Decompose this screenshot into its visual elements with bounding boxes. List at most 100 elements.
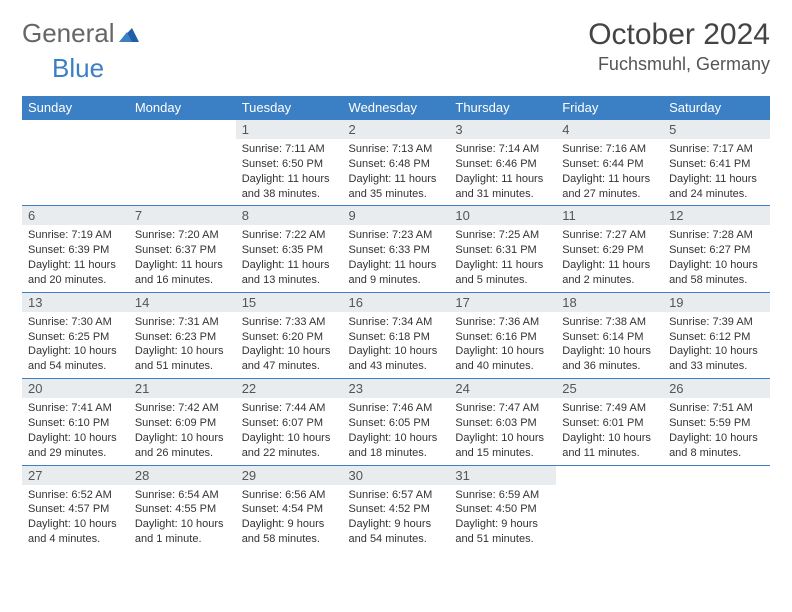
weekday-header: Monday xyxy=(129,96,236,120)
day-number: 17 xyxy=(449,293,556,312)
day-content: Sunrise: 7:34 AMSunset: 6:18 PMDaylight:… xyxy=(343,312,450,378)
day-number: 5 xyxy=(663,120,770,139)
location: Fuchsmuhl, Germany xyxy=(588,54,770,75)
logo-text-general: General xyxy=(22,18,115,49)
day-number: 24 xyxy=(449,379,556,398)
weekday-header: Thursday xyxy=(449,96,556,120)
calendar-cell: 3Sunrise: 7:14 AMSunset: 6:46 PMDaylight… xyxy=(449,120,556,206)
day-number: 18 xyxy=(556,293,663,312)
day-number: 4 xyxy=(556,120,663,139)
day-content: Sunrise: 6:57 AMSunset: 4:52 PMDaylight:… xyxy=(343,485,450,551)
calendar-cell: 29Sunrise: 6:56 AMSunset: 4:54 PMDayligh… xyxy=(236,465,343,551)
day-content: Sunrise: 7:14 AMSunset: 6:46 PMDaylight:… xyxy=(449,139,556,205)
day-content: Sunrise: 7:19 AMSunset: 6:39 PMDaylight:… xyxy=(22,225,129,291)
calendar-cell: 16Sunrise: 7:34 AMSunset: 6:18 PMDayligh… xyxy=(343,292,450,378)
calendar-cell: 28Sunrise: 6:54 AMSunset: 4:55 PMDayligh… xyxy=(129,465,236,551)
logo-triangle-icon xyxy=(119,26,139,44)
calendar-table: SundayMondayTuesdayWednesdayThursdayFrid… xyxy=(22,96,770,551)
calendar-cell: 10Sunrise: 7:25 AMSunset: 6:31 PMDayligh… xyxy=(449,206,556,292)
day-number: 16 xyxy=(343,293,450,312)
calendar-cell: 30Sunrise: 6:57 AMSunset: 4:52 PMDayligh… xyxy=(343,465,450,551)
calendar-cell: 27Sunrise: 6:52 AMSunset: 4:57 PMDayligh… xyxy=(22,465,129,551)
calendar-cell: 8Sunrise: 7:22 AMSunset: 6:35 PMDaylight… xyxy=(236,206,343,292)
day-content: Sunrise: 7:11 AMSunset: 6:50 PMDaylight:… xyxy=(236,139,343,205)
day-content: Sunrise: 7:47 AMSunset: 6:03 PMDaylight:… xyxy=(449,398,556,464)
day-number: 12 xyxy=(663,206,770,225)
day-content: Sunrise: 7:41 AMSunset: 6:10 PMDaylight:… xyxy=(22,398,129,464)
weekday-header: Friday xyxy=(556,96,663,120)
day-number: 21 xyxy=(129,379,236,398)
calendar-cell: 18Sunrise: 7:38 AMSunset: 6:14 PMDayligh… xyxy=(556,292,663,378)
day-number: 3 xyxy=(449,120,556,139)
day-content: Sunrise: 7:49 AMSunset: 6:01 PMDaylight:… xyxy=(556,398,663,464)
day-content: Sunrise: 6:52 AMSunset: 4:57 PMDaylight:… xyxy=(22,485,129,551)
calendar-cell: 22Sunrise: 7:44 AMSunset: 6:07 PMDayligh… xyxy=(236,379,343,465)
calendar-cell xyxy=(22,120,129,206)
day-number: 7 xyxy=(129,206,236,225)
day-number: 19 xyxy=(663,293,770,312)
day-content: Sunrise: 7:33 AMSunset: 6:20 PMDaylight:… xyxy=(236,312,343,378)
day-number: 11 xyxy=(556,206,663,225)
calendar-cell: 9Sunrise: 7:23 AMSunset: 6:33 PMDaylight… xyxy=(343,206,450,292)
day-number: 30 xyxy=(343,466,450,485)
day-number: 1 xyxy=(236,120,343,139)
calendar-cell: 13Sunrise: 7:30 AMSunset: 6:25 PMDayligh… xyxy=(22,292,129,378)
day-content: Sunrise: 7:51 AMSunset: 5:59 PMDaylight:… xyxy=(663,398,770,464)
weekday-header: Saturday xyxy=(663,96,770,120)
day-number: 8 xyxy=(236,206,343,225)
calendar-body: 1Sunrise: 7:11 AMSunset: 6:50 PMDaylight… xyxy=(22,120,770,552)
day-number: 31 xyxy=(449,466,556,485)
calendar-cell: 2Sunrise: 7:13 AMSunset: 6:48 PMDaylight… xyxy=(343,120,450,206)
day-content: Sunrise: 7:31 AMSunset: 6:23 PMDaylight:… xyxy=(129,312,236,378)
day-number: 6 xyxy=(22,206,129,225)
calendar-cell: 26Sunrise: 7:51 AMSunset: 5:59 PMDayligh… xyxy=(663,379,770,465)
calendar-cell: 25Sunrise: 7:49 AMSunset: 6:01 PMDayligh… xyxy=(556,379,663,465)
calendar-cell: 15Sunrise: 7:33 AMSunset: 6:20 PMDayligh… xyxy=(236,292,343,378)
calendar-cell: 19Sunrise: 7:39 AMSunset: 6:12 PMDayligh… xyxy=(663,292,770,378)
day-number: 22 xyxy=(236,379,343,398)
day-content: Sunrise: 7:36 AMSunset: 6:16 PMDaylight:… xyxy=(449,312,556,378)
weekday-header: Tuesday xyxy=(236,96,343,120)
logo-text-blue: Blue xyxy=(52,53,104,84)
calendar-cell: 17Sunrise: 7:36 AMSunset: 6:16 PMDayligh… xyxy=(449,292,556,378)
day-content: Sunrise: 6:54 AMSunset: 4:55 PMDaylight:… xyxy=(129,485,236,551)
calendar-cell xyxy=(663,465,770,551)
day-content: Sunrise: 7:28 AMSunset: 6:27 PMDaylight:… xyxy=(663,225,770,291)
calendar-cell: 7Sunrise: 7:20 AMSunset: 6:37 PMDaylight… xyxy=(129,206,236,292)
day-content: Sunrise: 7:16 AMSunset: 6:44 PMDaylight:… xyxy=(556,139,663,205)
calendar-cell: 6Sunrise: 7:19 AMSunset: 6:39 PMDaylight… xyxy=(22,206,129,292)
day-content: Sunrise: 6:56 AMSunset: 4:54 PMDaylight:… xyxy=(236,485,343,551)
day-number: 10 xyxy=(449,206,556,225)
calendar-cell: 11Sunrise: 7:27 AMSunset: 6:29 PMDayligh… xyxy=(556,206,663,292)
calendar-cell: 1Sunrise: 7:11 AMSunset: 6:50 PMDaylight… xyxy=(236,120,343,206)
calendar-cell: 14Sunrise: 7:31 AMSunset: 6:23 PMDayligh… xyxy=(129,292,236,378)
day-content: Sunrise: 7:25 AMSunset: 6:31 PMDaylight:… xyxy=(449,225,556,291)
day-number: 15 xyxy=(236,293,343,312)
calendar-cell xyxy=(556,465,663,551)
day-content: Sunrise: 7:27 AMSunset: 6:29 PMDaylight:… xyxy=(556,225,663,291)
day-number: 29 xyxy=(236,466,343,485)
calendar-header: SundayMondayTuesdayWednesdayThursdayFrid… xyxy=(22,96,770,120)
calendar-cell: 21Sunrise: 7:42 AMSunset: 6:09 PMDayligh… xyxy=(129,379,236,465)
weekday-header: Sunday xyxy=(22,96,129,120)
day-content: Sunrise: 7:42 AMSunset: 6:09 PMDaylight:… xyxy=(129,398,236,464)
day-number: 9 xyxy=(343,206,450,225)
calendar-cell: 5Sunrise: 7:17 AMSunset: 6:41 PMDaylight… xyxy=(663,120,770,206)
calendar-cell: 23Sunrise: 7:46 AMSunset: 6:05 PMDayligh… xyxy=(343,379,450,465)
day-number: 25 xyxy=(556,379,663,398)
day-number: 23 xyxy=(343,379,450,398)
calendar-cell: 24Sunrise: 7:47 AMSunset: 6:03 PMDayligh… xyxy=(449,379,556,465)
day-content: Sunrise: 7:30 AMSunset: 6:25 PMDaylight:… xyxy=(22,312,129,378)
title-block: October 2024 Fuchsmuhl, Germany xyxy=(588,18,770,75)
day-number: 2 xyxy=(343,120,450,139)
calendar-cell: 31Sunrise: 6:59 AMSunset: 4:50 PMDayligh… xyxy=(449,465,556,551)
day-content: Sunrise: 6:59 AMSunset: 4:50 PMDaylight:… xyxy=(449,485,556,551)
day-number: 13 xyxy=(22,293,129,312)
day-number: 27 xyxy=(22,466,129,485)
logo: General xyxy=(22,18,141,49)
calendar-cell xyxy=(129,120,236,206)
day-content: Sunrise: 7:39 AMSunset: 6:12 PMDaylight:… xyxy=(663,312,770,378)
month-title: October 2024 xyxy=(588,18,770,52)
calendar-cell: 4Sunrise: 7:16 AMSunset: 6:44 PMDaylight… xyxy=(556,120,663,206)
day-content: Sunrise: 7:13 AMSunset: 6:48 PMDaylight:… xyxy=(343,139,450,205)
